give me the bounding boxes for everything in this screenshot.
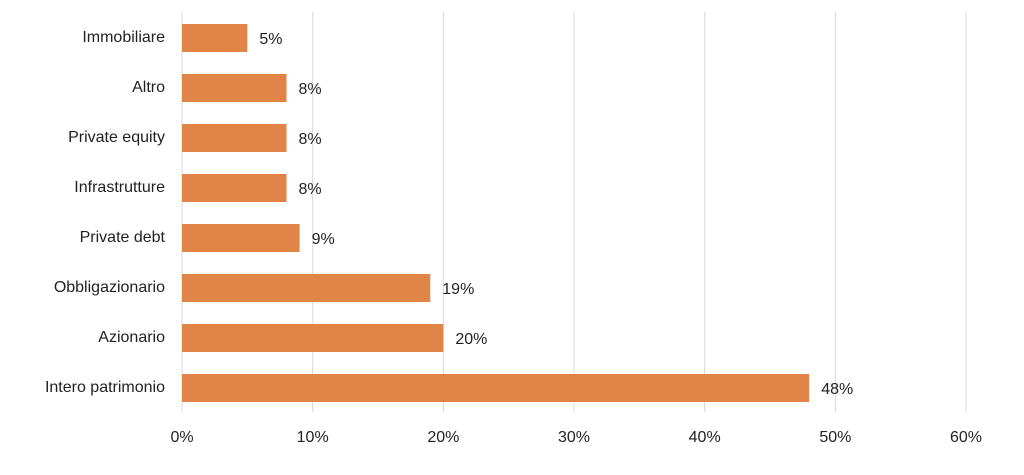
value-label: 48% xyxy=(821,381,853,398)
y-tick-label: Obbligazionario xyxy=(54,279,165,296)
x-tick-label: 0% xyxy=(170,429,193,446)
y-tick-label: Azionario xyxy=(98,329,165,346)
bar xyxy=(182,174,287,202)
bar xyxy=(182,124,287,152)
x-tick-label: 40% xyxy=(689,429,721,446)
value-label: 20% xyxy=(455,331,487,348)
bar xyxy=(182,224,300,252)
bar xyxy=(182,74,287,102)
y-tick-label: Altro xyxy=(132,79,165,96)
x-tick-label: 60% xyxy=(950,429,982,446)
bar xyxy=(182,24,248,52)
y-tick-label: Private debt xyxy=(80,229,166,246)
value-label: 5% xyxy=(259,31,282,48)
x-tick-label: 20% xyxy=(427,429,459,446)
y-tick-label: Infrastrutture xyxy=(74,179,165,196)
y-tick-label: Private equity xyxy=(68,129,165,146)
value-label: 8% xyxy=(299,81,322,98)
y-tick-label: Intero patrimonio xyxy=(45,379,165,396)
bar xyxy=(182,274,431,302)
x-tick-label: 10% xyxy=(297,429,329,446)
value-label: 8% xyxy=(299,181,322,198)
value-label: 8% xyxy=(299,131,322,148)
bar xyxy=(182,324,444,352)
bar xyxy=(182,374,810,402)
y-tick-label: Immobiliare xyxy=(82,29,165,46)
value-label: 9% xyxy=(312,231,335,248)
x-tick-label: 50% xyxy=(819,429,851,446)
value-label: 19% xyxy=(442,281,474,298)
x-tick-label: 30% xyxy=(558,429,590,446)
